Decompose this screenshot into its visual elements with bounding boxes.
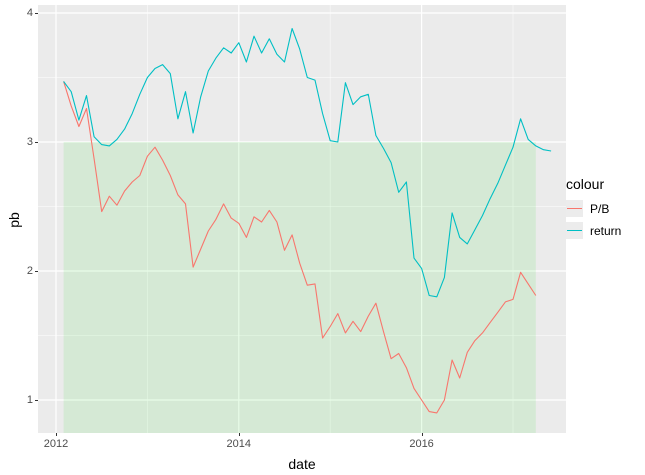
x-tick-mark	[421, 433, 423, 436]
legend-item-return: return	[566, 222, 621, 239]
legend-key-return-line-icon	[567, 230, 582, 232]
y-tick-label: 2	[26, 264, 33, 277]
legend-key-pb-line-icon	[567, 208, 582, 210]
y-tick-mark	[35, 270, 38, 272]
y-tick-mark	[35, 141, 38, 143]
highlight-region	[63, 141, 536, 433]
legend: colour P/B return	[566, 176, 621, 244]
legend-key-return-swatch	[566, 222, 583, 239]
legend-item-pb: P/B	[566, 200, 621, 217]
y-tick-label: 3	[26, 135, 33, 148]
x-tick-mark	[238, 433, 240, 436]
x-tick-label: 2012	[43, 438, 69, 450]
y-tick-mark	[35, 12, 38, 14]
series-line-return	[63, 27, 552, 298]
y-tick-label: 1	[26, 393, 33, 406]
y-tick-mark	[35, 399, 38, 401]
x-axis-title: date	[288, 456, 316, 472]
legend-label-pb: P/B	[590, 201, 610, 216]
x-tick-label: 2014	[226, 438, 252, 450]
legend-label-return: return	[590, 223, 622, 238]
series-line-pb	[63, 81, 537, 414]
y-axis-title: pb	[6, 212, 22, 228]
x-tick-label: 2016	[409, 438, 434, 450]
legend-title: colour	[566, 176, 605, 192]
plot-panel	[38, 5, 566, 433]
y-tick-label: 4	[26, 6, 33, 19]
legend-key-pb-swatch	[566, 200, 583, 217]
x-tick-mark	[56, 433, 57, 436]
plot-canvas	[38, 5, 566, 433]
